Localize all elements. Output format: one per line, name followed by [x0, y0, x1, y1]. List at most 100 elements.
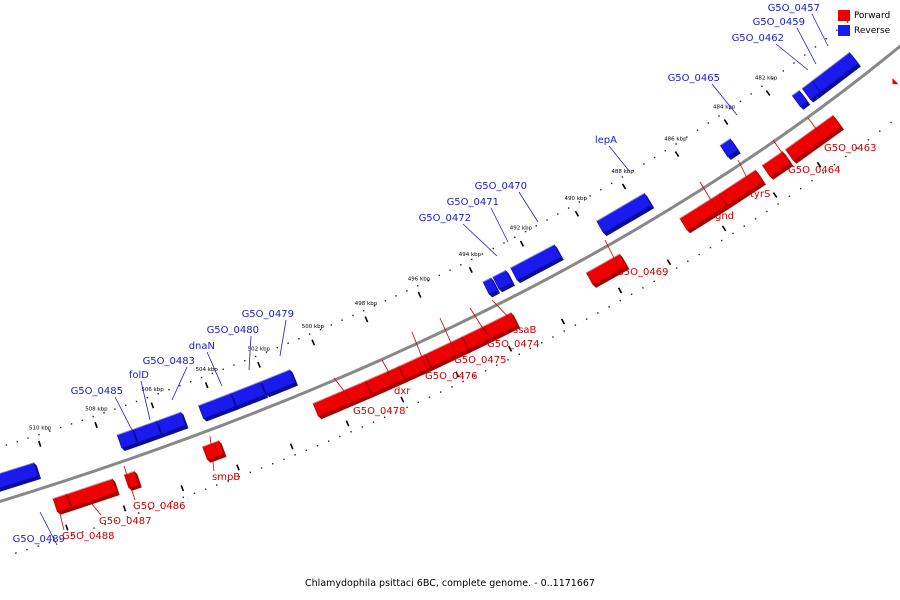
gene-label-G5O_0474[interactable]: G5O_0474	[487, 339, 539, 350]
gene-label-G5O_0476[interactable]: G5O_0476	[425, 371, 477, 382]
gene-label-G5O_0471[interactable]: G5O_0471	[447, 197, 499, 208]
major-tick-lower	[236, 464, 240, 471]
gene-smpB[interactable]	[202, 440, 227, 463]
leader-G5O_0463	[807, 117, 827, 143]
tick-label: 492 kbp	[510, 226, 533, 232]
gene-label-G5O_0489[interactable]: G5O_0489	[13, 534, 65, 545]
gene-label-dxr[interactable]: dxr	[394, 386, 411, 397]
gene-label-G5O_0457[interactable]: G5O_0457	[768, 3, 820, 14]
major-tick-lower	[345, 420, 350, 427]
gene-label-lepA[interactable]: lepA	[595, 135, 617, 146]
major-tick-lower	[617, 287, 623, 294]
gene-G5O_0465[interactable]	[719, 138, 741, 160]
tick-label: 494 kbp	[459, 252, 482, 258]
major-tick-upper	[311, 339, 316, 346]
gene-G5O_0488[interactable]	[52, 493, 74, 515]
major-tick-upper	[519, 240, 525, 247]
major-tick-upper	[417, 291, 422, 298]
major-tick-lower	[289, 443, 294, 450]
major-tick-upper	[38, 440, 42, 447]
gene-G5O_0471[interactable]	[492, 269, 516, 293]
gene-label-G5O_0472[interactable]: G5O_0472	[419, 213, 471, 224]
gene-label-G5O_0464[interactable]: G5O_0464	[788, 165, 840, 176]
gene-G5O_0479[interactable]	[260, 369, 299, 398]
gene-gnd[interactable]	[679, 193, 730, 234]
major-tick-upper	[674, 151, 680, 158]
gene-label-G5O_0463[interactable]: G5O_0463	[824, 143, 876, 154]
leader-dxr	[381, 359, 397, 386]
major-tick-lower	[772, 192, 778, 199]
gene-label-G5O_0486[interactable]: G5O_0486	[133, 501, 185, 512]
legend-forward-label: Forward	[854, 10, 891, 21]
gene-G5O_0489[interactable]	[0, 461, 42, 492]
gene-label-G5O_0459[interactable]: G5O_0459	[753, 17, 805, 28]
gene-label-G5O_0483[interactable]: G5O_0483	[143, 356, 195, 367]
gene-G5O_0457[interactable]	[811, 51, 861, 96]
major-tick-upper	[723, 119, 729, 126]
leader-G5O_0474	[469, 307, 490, 339]
legend-forward-swatch	[838, 10, 850, 21]
gene-label-tyrS[interactable]: tyrS	[750, 189, 770, 200]
leader-gnd	[699, 181, 718, 211]
gene-lepA[interactable]	[596, 192, 655, 237]
gene-G5O_0485[interactable]	[116, 429, 140, 452]
tick-label: 500 kbp	[302, 324, 325, 330]
leader-ssaB	[491, 299, 516, 325]
gene-label-G5O_0480[interactable]: G5O_0480	[207, 325, 259, 336]
gene-dnaN[interactable]	[198, 392, 239, 422]
legend-reverse: Reverse	[838, 23, 890, 38]
gene-label-smpB[interactable]: smpB	[212, 472, 240, 483]
gene-label-G5O_0462[interactable]: G5O_0462	[732, 33, 784, 44]
gene-G5O_0463[interactable]	[785, 114, 845, 164]
leader-G5O_0483	[171, 366, 188, 401]
major-tick-upper	[468, 266, 473, 274]
leader-tyrS	[737, 159, 753, 189]
gene-ssaB[interactable]	[481, 311, 521, 343]
gene-G5O_0478[interactable]	[312, 380, 374, 420]
gene-label-G5O_0485[interactable]: G5O_0485	[71, 386, 123, 397]
gene-label-G5O_0479[interactable]: G5O_0479	[242, 309, 294, 320]
leader-G5O_0479	[279, 319, 287, 357]
gene-label-G5O_0465[interactable]: G5O_0465	[668, 73, 720, 84]
major-tick-upper	[765, 90, 771, 96]
gene-G5O_0487[interactable]	[65, 478, 120, 511]
dotted-guide-lower	[15, 121, 892, 554]
gene-G5O_0476[interactable]	[396, 353, 434, 383]
gene-G5O_0470[interactable]	[510, 244, 564, 284]
gene-label-G5O_0478[interactable]: G5O_0478	[353, 406, 405, 417]
gene-label-G5O_0469[interactable]: G5O_0469	[616, 267, 668, 278]
tick-label: 484 kbp	[713, 105, 736, 111]
tick-label: 482 kbp	[755, 76, 778, 82]
gene-label-ssaB[interactable]: ssaB	[513, 325, 537, 336]
gene-G5O_0472[interactable]	[482, 277, 501, 298]
gene-G5O_0459[interactable]	[801, 80, 824, 103]
gene-label-folD[interactable]: folD	[129, 370, 149, 381]
gene-G5O_0474[interactable]	[460, 326, 492, 353]
tick-label: 506 kbp	[141, 387, 164, 393]
leader-G5O_0487	[81, 491, 102, 516]
gene-label-dnaN[interactable]: dnaN	[189, 341, 215, 352]
genome-backbone	[0, 44, 900, 504]
gene-tyrS[interactable]	[718, 169, 767, 209]
gene-G5O_0469[interactable]	[585, 253, 630, 288]
gene-label-gnd[interactable]: gnd	[715, 211, 734, 222]
gene-folD[interactable]	[130, 420, 164, 447]
major-tick-upper	[574, 210, 580, 217]
leader-lepA	[608, 145, 631, 173]
leader-G5O_0462	[775, 43, 809, 71]
gene-label-G5O_0470[interactable]: G5O_0470	[475, 181, 527, 192]
gene-label-G5O_0475[interactable]: G5O_0475	[454, 355, 506, 366]
tick-label: 508 kbp	[85, 407, 108, 413]
leader-G5O_0486	[123, 465, 136, 501]
dotted-guide-upper	[5, 12, 859, 446]
gene-label-G5O_0487[interactable]: G5O_0487	[99, 516, 151, 527]
gene-G5O_0462[interactable]	[791, 89, 811, 110]
gene-label-G5O_0488[interactable]: G5O_0488	[62, 531, 114, 542]
leader-G5O_0485	[114, 396, 133, 431]
gene-G5O_0486[interactable]	[123, 470, 142, 491]
major-tick-lower	[721, 225, 727, 232]
tick-label: 488 kbp	[611, 169, 634, 175]
gene-G5O_0464[interactable]	[761, 150, 794, 180]
major-tick-upper	[94, 422, 98, 429]
